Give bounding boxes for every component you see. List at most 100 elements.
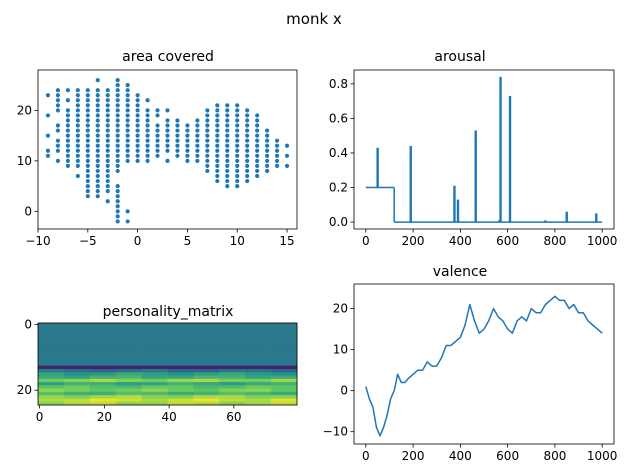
heatmap-cell xyxy=(167,342,194,347)
heatmap-cell xyxy=(115,352,142,357)
heatmap-cell xyxy=(271,345,298,350)
scatter-point xyxy=(235,138,240,143)
heatmap-cell xyxy=(115,388,142,393)
heatmap-cell xyxy=(115,329,142,334)
scatter-point xyxy=(245,148,250,153)
heatmap-cell xyxy=(38,398,65,403)
scatter-point xyxy=(195,118,200,123)
heatmap-cell xyxy=(219,326,246,330)
heatmap-cell xyxy=(245,375,272,380)
personality-matrix-xtick-label: 60 xyxy=(226,410,241,424)
scatter-point xyxy=(235,183,240,189)
area-covered-xtick-label: 0 xyxy=(134,234,142,248)
scatter-point xyxy=(115,214,120,219)
heatmap-cell xyxy=(167,395,194,399)
heatmap-cell xyxy=(219,382,246,386)
arousal-spike xyxy=(376,147,379,188)
scatter-point xyxy=(95,133,100,138)
heatmap-cell xyxy=(89,391,116,396)
scatter-point xyxy=(115,209,120,214)
heatmap-cell xyxy=(141,375,168,380)
scatter-point xyxy=(225,133,230,138)
scatter-point xyxy=(265,163,270,169)
arousal-ytick-label: 0.0 xyxy=(329,215,348,229)
scatter-point xyxy=(145,123,150,128)
heatmap-cell xyxy=(167,332,194,337)
scatter-point xyxy=(105,143,110,148)
area-covered-xtick-label: 15 xyxy=(279,234,294,248)
heatmap-cell xyxy=(89,398,116,403)
scatter-point xyxy=(85,194,90,199)
scatter-point xyxy=(95,143,100,148)
personality-matrix-xtick-label: 20 xyxy=(97,410,112,424)
scatter-point xyxy=(185,158,190,163)
scatter-point xyxy=(75,113,80,118)
scatter-point xyxy=(125,133,130,138)
scatter-point xyxy=(85,118,90,123)
heatmap-cell xyxy=(271,395,298,399)
scatter-point xyxy=(85,138,90,143)
heatmap-cell xyxy=(63,382,91,386)
heatmap-cell xyxy=(271,323,298,327)
scatter-point xyxy=(95,128,100,133)
heatmap-cell xyxy=(167,372,194,376)
heatmap-cell xyxy=(38,375,65,380)
arousal-ytick-label: 0.8 xyxy=(329,77,348,91)
scatter-point xyxy=(115,143,120,148)
heatmap-cell xyxy=(245,362,272,366)
heatmap-cell xyxy=(141,323,168,327)
valence-xtick-label: 0 xyxy=(362,449,370,463)
scatter-point xyxy=(115,98,120,103)
heatmap-cell xyxy=(193,385,220,389)
heatmap-cell xyxy=(193,375,220,380)
scatter-point xyxy=(95,189,100,194)
scatter-point xyxy=(205,138,210,143)
scatter-point xyxy=(95,138,100,143)
scatter-point xyxy=(235,128,240,133)
scatter-point xyxy=(75,153,80,158)
scatter-point xyxy=(115,123,120,128)
scatter-point xyxy=(245,108,250,113)
area-covered-xtick-label: −5 xyxy=(79,234,97,248)
scatter-point xyxy=(235,178,240,184)
scatter-point xyxy=(225,158,230,163)
heatmap-cell xyxy=(219,375,246,380)
scatter-point xyxy=(255,153,260,158)
scatter-point xyxy=(115,163,120,169)
scatter-point xyxy=(105,113,110,118)
heatmap-cell xyxy=(271,326,298,330)
scatter-point xyxy=(135,138,140,143)
scatter-point xyxy=(95,163,100,169)
heatmap-cell xyxy=(167,382,194,386)
scatter-point xyxy=(75,103,80,108)
heatmap-cell xyxy=(115,401,142,406)
heatmap-cell xyxy=(167,326,194,330)
heatmap-cell xyxy=(167,336,194,340)
heatmap-cell xyxy=(89,395,116,399)
arousal-ytick-label: 0.2 xyxy=(329,181,348,195)
heatmap-cell xyxy=(219,355,246,360)
heatmap-cell xyxy=(219,368,246,373)
heatmap-cell xyxy=(219,378,246,383)
scatter-point xyxy=(95,118,100,123)
arousal-xtick-label: 600 xyxy=(496,234,519,248)
heatmap-cell xyxy=(193,329,220,334)
scatter-point xyxy=(95,123,100,128)
scatter-point xyxy=(165,143,170,148)
scatter-point xyxy=(115,148,120,153)
heatmap-cell xyxy=(219,352,246,357)
heatmap-cell xyxy=(63,375,91,380)
scatter-point xyxy=(145,153,150,158)
area-covered-ytick-label: 10 xyxy=(17,154,32,168)
scatter-point xyxy=(105,108,110,113)
scatter-point xyxy=(55,93,61,98)
scatter-point xyxy=(225,103,230,108)
scatter-point xyxy=(165,123,170,128)
arousal-spike xyxy=(499,76,502,223)
scatter-point xyxy=(215,143,220,148)
scatter-point xyxy=(245,158,250,163)
heatmap-cell xyxy=(271,339,298,343)
heatmap-cell xyxy=(38,342,65,347)
scatter-point xyxy=(85,103,90,108)
arousal-spike xyxy=(544,220,547,223)
